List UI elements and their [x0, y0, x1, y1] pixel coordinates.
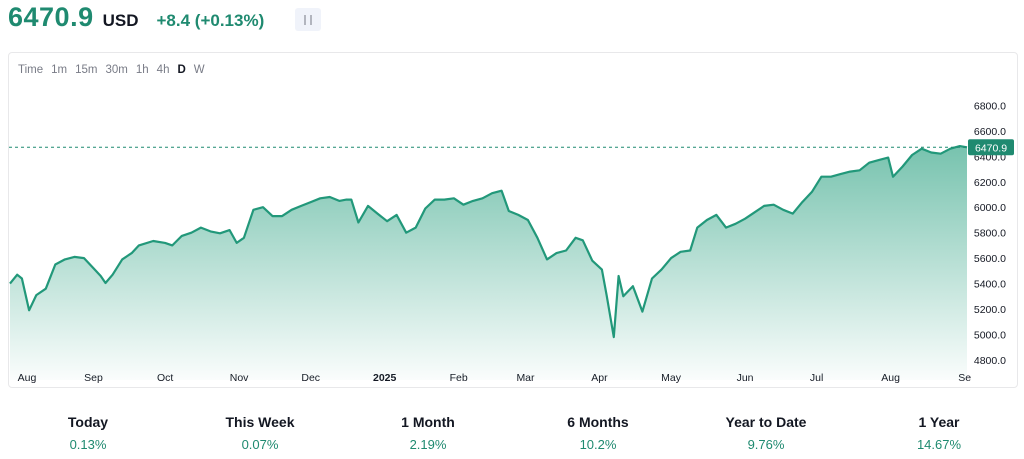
stat-label: 6 Months: [567, 414, 629, 430]
stat-1-year: 1 Year 14.67%: [879, 412, 999, 452]
y-tick-label: 5800.0: [974, 228, 1006, 240]
stat-value: 14.67%: [916, 437, 962, 452]
chart-card: Time 1m 15m 30m 1h 4h D W 4800.0 5000.0 52…: [8, 52, 1018, 388]
timeframe-4h[interactable]: 4h: [156, 64, 170, 76]
currency-label: USD: [102, 11, 139, 30]
price-line: [9, 145, 968, 339]
price-chart[interactable]: 4800.0 5000.0 5200.0 5400.0 5600.0 5800.0 6000…: [9, 53, 1017, 387]
stat-value: 0.13%: [69, 437, 107, 452]
last-price-label: 6470.9: [968, 139, 1014, 156]
timeframe-bar: Time 1m 15m 30m 1h 4h D W: [14, 64, 209, 76]
y-tick-label: 6200.0: [974, 177, 1006, 189]
performance-stats: Today 0.13% This Week 0.07% 1 Month 2.19…: [0, 412, 1024, 459]
stat-label: 1 Month: [401, 414, 455, 430]
y-tick-label: 5600.0: [974, 253, 1006, 265]
current-price: 6470.9: [8, 2, 94, 32]
stat-value: 0.07%: [241, 437, 279, 452]
timeframe-d[interactable]: D: [177, 64, 186, 76]
y-tick-label: 5400.0: [974, 279, 1006, 291]
stat-1-month: 1 Month 2.19%: [368, 412, 488, 452]
stat-this-week: This Week 0.07%: [200, 412, 320, 452]
stat-today: Today 0.13%: [28, 412, 148, 452]
y-tick-label: 5200.0: [974, 304, 1006, 316]
stat-value: 10.2%: [579, 437, 617, 452]
pause-icon: [304, 14, 306, 25]
stat-value: 2.19%: [409, 437, 447, 452]
last-price-text: 6470.9: [975, 142, 1007, 154]
last-price-badge: [968, 139, 1014, 156]
stat-label: This Week: [225, 414, 295, 430]
stat-year-to-date: Year to Date 9.76%: [706, 412, 826, 452]
stat-label: Year to Date: [725, 414, 807, 430]
stat-value: 9.76%: [747, 437, 785, 452]
stat-label: Today: [67, 414, 109, 430]
price-header: 6470.9 USD +8.4 (+0.13%): [8, 2, 264, 36]
price-area: [10, 146, 967, 380]
timeframe-15m[interactable]: 15m: [75, 64, 98, 76]
pause-button[interactable]: [295, 8, 321, 31]
y-tick-label: 4800.0: [974, 355, 1006, 367]
stat-6-months: 6 Months 10.2%: [538, 412, 658, 452]
timeframe-30m[interactable]: 30m: [105, 64, 128, 76]
y-tick-label: 5000.0: [974, 330, 1006, 342]
y-tick-label: 6800.0: [974, 100, 1006, 112]
timeframe-w[interactable]: W: [193, 64, 205, 76]
stat-label: 1 Year: [918, 414, 960, 430]
y-tick-label: 6600.0: [974, 126, 1006, 138]
timeframe-1h[interactable]: 1h: [135, 64, 149, 76]
timeframe-time[interactable]: Time: [18, 64, 44, 76]
price-change: +8.4 (+0.13%): [156, 11, 265, 30]
y-tick-label: 6000.0: [974, 202, 1006, 214]
timeframe-1m[interactable]: 1m: [51, 64, 68, 76]
